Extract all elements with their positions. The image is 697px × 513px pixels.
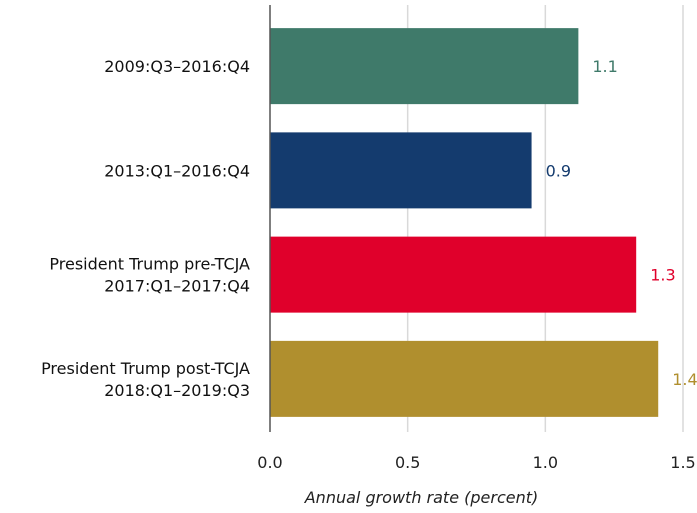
- bar: [270, 132, 532, 209]
- data-label: 1.1: [592, 57, 617, 76]
- category-label: President Trump post-TCJA 2018:Q1–2019:Q3: [41, 359, 250, 400]
- bar: [270, 28, 579, 105]
- value-labels: 1.1 0.9 1.3 1.4: [546, 57, 697, 389]
- x-tick-label: 0.5: [395, 453, 420, 472]
- data-label: 1.3: [650, 266, 675, 285]
- category-label: 2009:Q3–2016:Q4: [104, 57, 250, 76]
- category-label: 2013:Q1–2016:Q4: [104, 161, 250, 180]
- category-labels: 2009:Q3–2016:Q4 2013:Q1–2016:Q4 President …: [41, 57, 250, 400]
- category-label: President Trump pre-TCJA 2017:Q1–2017:Q4: [49, 255, 250, 296]
- data-label: 1.4: [672, 370, 697, 389]
- bar: [270, 340, 659, 417]
- bars: [270, 28, 659, 417]
- x-axis-title: Annual growth rate (percent): [304, 488, 539, 507]
- x-tick-label: 0.0: [257, 453, 282, 472]
- x-tick-labels: 0.0 0.5 1.0 1.5: [257, 453, 695, 472]
- bar: [270, 236, 637, 313]
- data-label: 0.9: [546, 161, 571, 180]
- x-tick-label: 1.0: [533, 453, 558, 472]
- x-tick-label: 1.5: [670, 453, 695, 472]
